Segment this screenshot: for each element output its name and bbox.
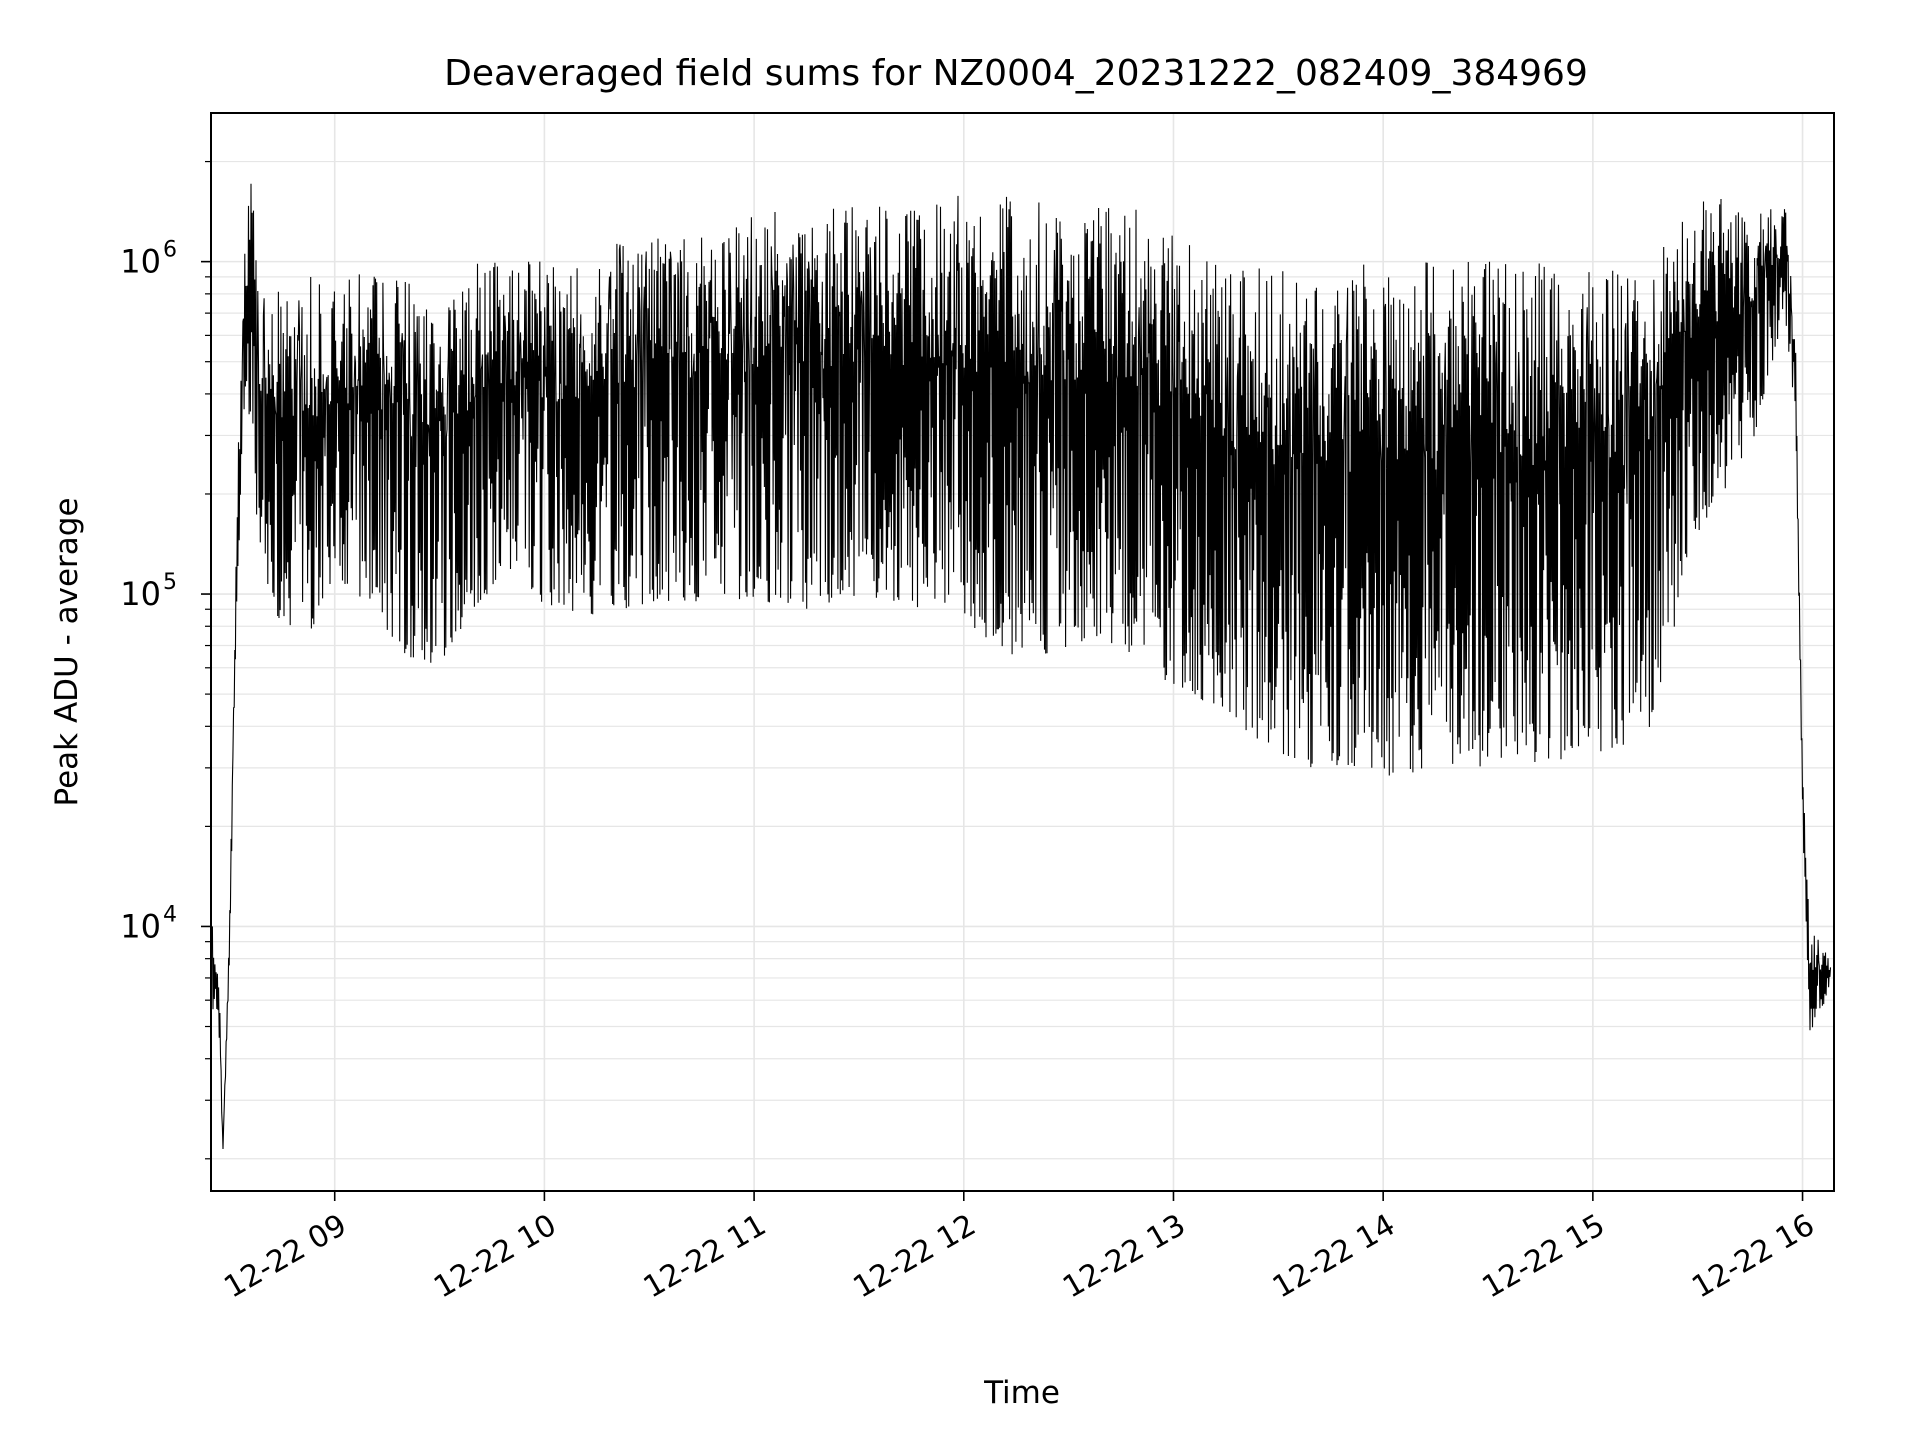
chart-title: Deaveraged field sums for NZ0004_2023122… xyxy=(444,53,1588,94)
x-tick-label: 12-22 10 xyxy=(428,1208,562,1306)
x-tick-label: 12-22 16 xyxy=(1686,1208,1820,1306)
y-tick-label: 10 xyxy=(120,907,161,945)
x-tick-label: 12-22 13 xyxy=(1057,1208,1191,1306)
x-tick-label: 12-22 15 xyxy=(1477,1208,1611,1306)
y-tick-label-exponent: 4 xyxy=(163,902,177,927)
x-tick-label: 12-22 14 xyxy=(1267,1208,1401,1306)
y-tick-label: 10 xyxy=(120,243,161,281)
data-series xyxy=(211,183,1832,1150)
x-tick-label: 12-22 09 xyxy=(218,1208,352,1306)
x-tick-label: 12-22 11 xyxy=(638,1208,772,1306)
x-tick-label: 12-22 12 xyxy=(847,1208,981,1306)
x-axis: 12-22 09 12-22 10 12-22 11 12-22 12 12-22 13… xyxy=(218,1191,1821,1306)
plot-frame xyxy=(210,112,1835,1192)
y-tick-label: 10 xyxy=(120,575,161,613)
y-axis-label: Peak ADU - average xyxy=(49,497,85,806)
grid-lines xyxy=(211,113,1834,1191)
series-line xyxy=(211,183,1832,1150)
y-tick-label-exponent: 6 xyxy=(163,238,177,263)
y-tick-label-exponent: 5 xyxy=(163,570,177,595)
x-axis-label: Time xyxy=(983,1375,1060,1411)
